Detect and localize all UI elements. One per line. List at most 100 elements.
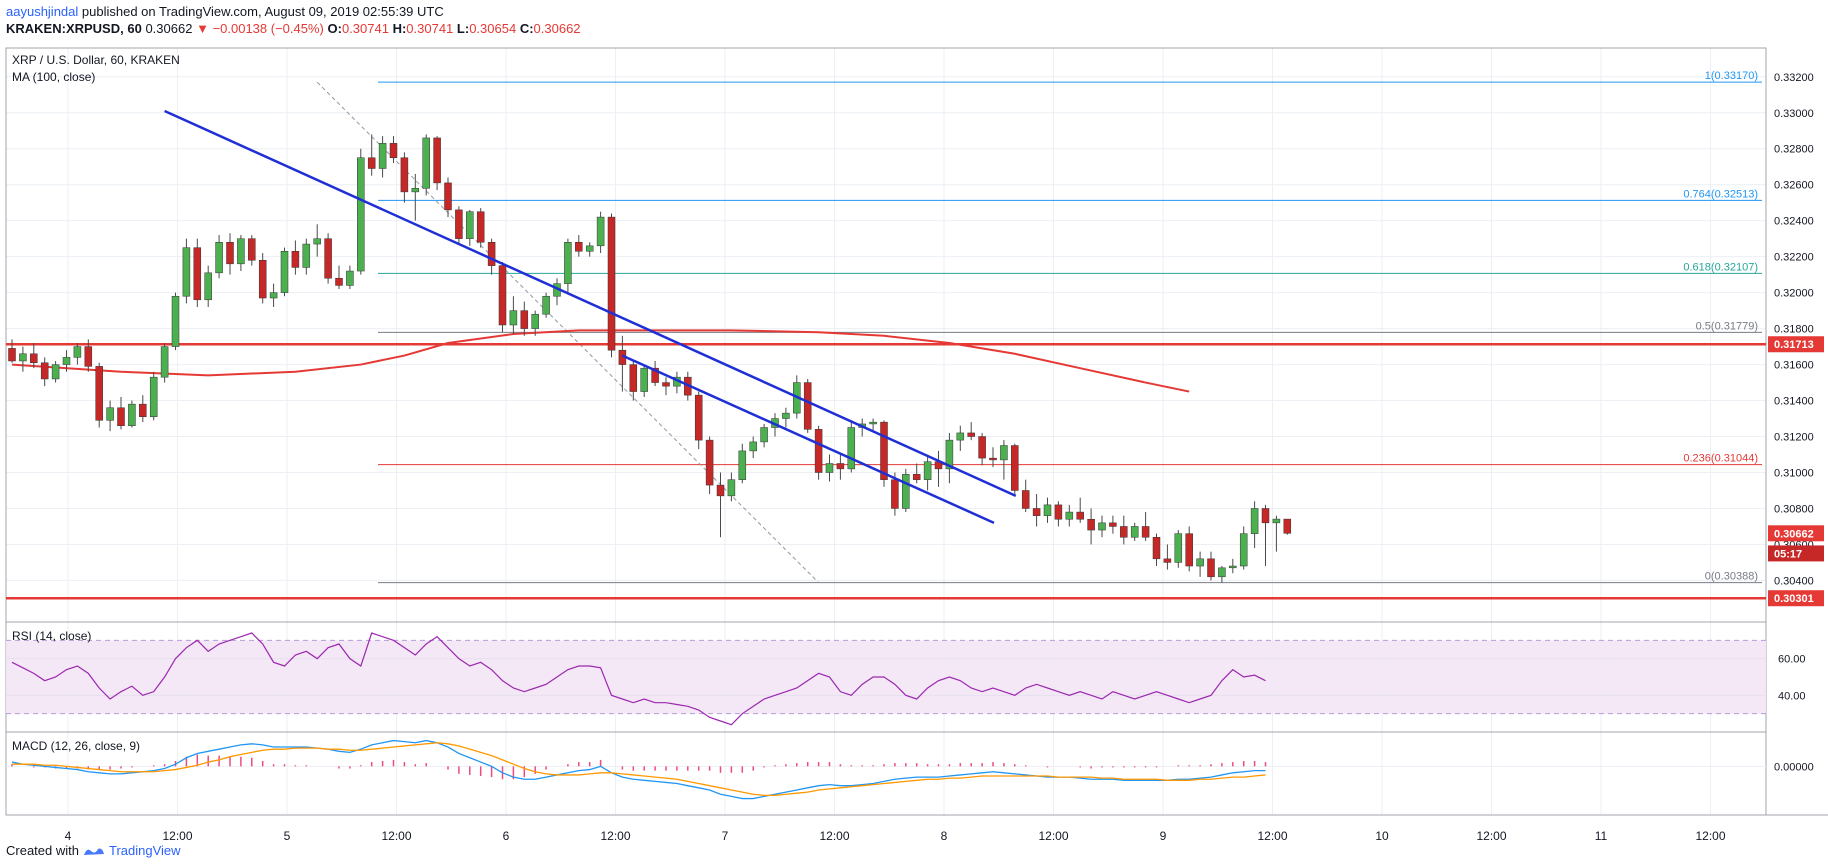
candle-body: [411, 188, 420, 193]
candle-body: [1196, 558, 1204, 567]
candle-body: [182, 247, 191, 297]
x-tick-label: 11: [1595, 829, 1608, 843]
price-change: −0.00138 (−0.45%): [212, 21, 324, 36]
candle-body: [139, 403, 147, 417]
candle-body: [1152, 536, 1161, 560]
candle-body: [1239, 533, 1248, 567]
x-tick-label: 10: [1375, 829, 1389, 843]
price-tag-label: 0.31713: [1774, 339, 1814, 351]
candle-body: [967, 432, 975, 437]
candle-body: [1163, 558, 1172, 563]
candle-body: [847, 427, 856, 470]
x-tick-label: 5: [284, 829, 291, 843]
candle-body: [585, 245, 594, 252]
candle-body: [1021, 490, 1030, 509]
x-tick-label: 12:00: [1257, 829, 1287, 843]
candle-body: [1272, 518, 1281, 524]
footer: Created with TradingView: [6, 843, 181, 858]
candle-body: [891, 479, 899, 509]
rsi-tick-label: 60.00: [1778, 654, 1806, 666]
candle-body: [1261, 508, 1270, 524]
x-tick-label: 12:00: [1476, 829, 1506, 843]
pane-borders: [5, 47, 1828, 816]
candle-body: [171, 295, 180, 347]
candle-body: [95, 366, 103, 421]
macd-signal-line: [12, 742, 1266, 796]
candle-body: [1250, 508, 1259, 534]
chart-title: XRP / U.S. Dollar, 60, KRAKEN: [12, 53, 180, 67]
price-tag-bg: [1768, 336, 1824, 353]
candle-body: [1011, 445, 1019, 491]
y-tick-label: 0.31800: [1774, 324, 1814, 336]
candle-body: [1076, 511, 1084, 520]
trend-line: [164, 109, 1017, 498]
support-lines: [6, 342, 1766, 600]
macd-pane: [6, 739, 1766, 800]
candle-body: [1120, 526, 1128, 538]
candle-body: [226, 242, 234, 265]
candle-body: [215, 242, 223, 274]
x-tick-label: 12:00: [381, 829, 411, 843]
candle-body: [1207, 558, 1215, 578]
candle-body: [1000, 445, 1008, 461]
macd-line: [11, 739, 1266, 800]
price-tag-label: 05:17: [1774, 548, 1802, 560]
candle-body: [1218, 567, 1226, 578]
candle-body: [84, 346, 93, 367]
price-tag-label: 0.30301: [1774, 593, 1814, 605]
down-arrow-icon: ▼: [196, 21, 209, 36]
candle-body: [62, 357, 71, 365]
x-tick-label: 8: [941, 829, 948, 843]
x-tick-label: 4: [65, 829, 72, 843]
candle-body: [237, 238, 245, 265]
candle-body: [149, 376, 158, 417]
candle-body: [455, 209, 463, 239]
candle-body: [814, 429, 823, 473]
y-tick-label: 0.31600: [1774, 360, 1814, 372]
candle-body: [902, 474, 910, 509]
candle-body: [291, 251, 300, 268]
candle-body: [160, 346, 169, 378]
y-tick-label: 0.31400: [1774, 396, 1814, 408]
axes: 4 12:00 5 12:00 6 12:00 7 12:00 8 12:00 9 12:00 10 12…: [65, 72, 1814, 843]
candle-body: [651, 367, 659, 383]
candle-body: [204, 272, 212, 301]
fib-label: 0.236(0.31044): [1683, 453, 1758, 465]
candle-body: [869, 421, 877, 425]
candle-body: [825, 463, 834, 473]
author-link[interactable]: aayushjindal: [6, 4, 79, 19]
candle-body: [575, 242, 583, 252]
symbol-label: KRAKEN:XRPUSD, 60: [6, 21, 142, 36]
candle-body: [357, 157, 365, 272]
candle-body: [760, 427, 768, 443]
candle-body: [40, 362, 49, 380]
price-tag-bg: [1768, 590, 1824, 607]
price-tags: 0.31713 0.30662 05:17 0.30301: [1768, 336, 1824, 607]
fib-label: 0(0.30388): [1705, 571, 1758, 583]
price-tag-bg: [1768, 545, 1824, 562]
candle-body: [280, 251, 289, 293]
tradingview-logo-icon: [83, 848, 104, 855]
tradingview-link[interactable]: TradingView: [108, 843, 181, 858]
fib-trend-line: [316, 81, 819, 583]
candle-body: [433, 137, 441, 184]
y-tick-label: 0.31200: [1774, 432, 1814, 444]
y-tick-label: 0.32200: [1774, 252, 1814, 264]
candle-body: [629, 364, 638, 392]
candle-body: [378, 143, 387, 169]
candle-body: [1130, 526, 1139, 538]
candle-body: [73, 346, 82, 358]
candle-body: [476, 211, 485, 243]
x-tick-label: 12:00: [600, 829, 630, 843]
grid: [6, 48, 1766, 815]
candle-body: [716, 484, 725, 497]
x-tick-label: 12:00: [819, 829, 849, 843]
candle-body: [302, 243, 311, 268]
candle-body: [19, 353, 27, 362]
candle-body: [1032, 508, 1041, 516]
candle-body: [389, 143, 398, 158]
y-tick-label: 0.32000: [1774, 288, 1814, 300]
x-tick-label: 6: [503, 829, 510, 843]
candle-body: [738, 450, 747, 480]
